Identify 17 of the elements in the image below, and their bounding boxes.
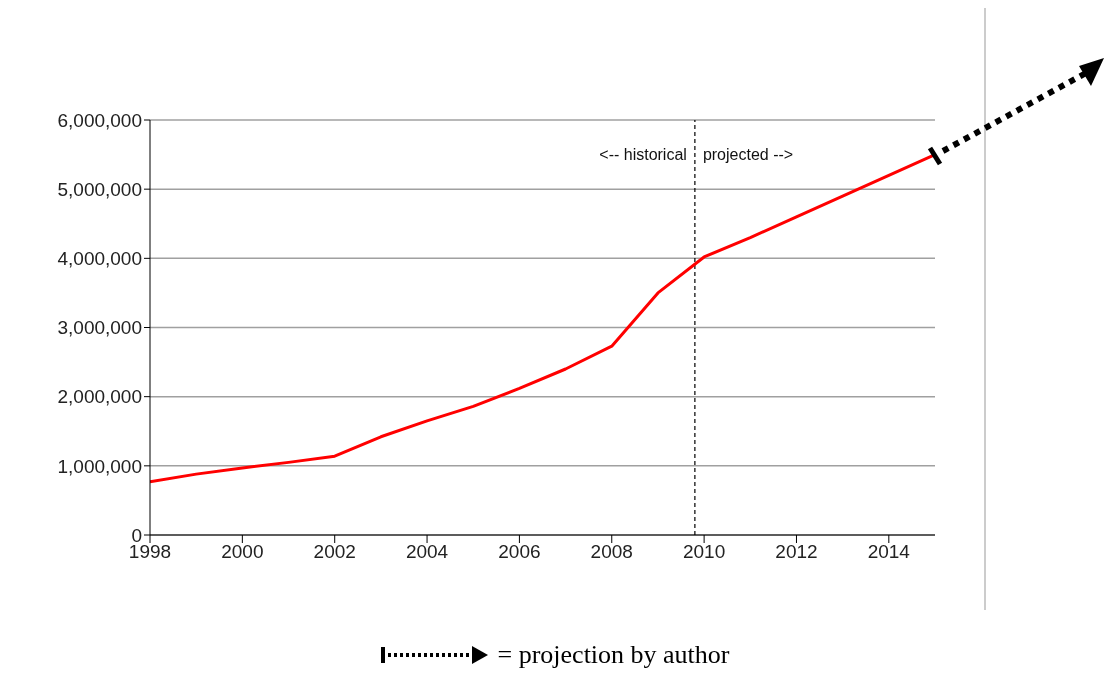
text: = projection by author — [497, 640, 730, 670]
x-tick-label: 2012 — [775, 541, 818, 563]
x-tick-label: 2014 — [867, 541, 911, 563]
y-tick-label: 3,000,000 — [57, 317, 142, 339]
x-tick-label: 2000 — [221, 541, 264, 563]
x-tick-label: 2002 — [313, 541, 356, 563]
y-tick-label: 6,000,000 — [57, 109, 142, 131]
y-tick-label: 5,000,000 — [57, 178, 142, 200]
annotation: <-- historical — [599, 146, 687, 163]
x-tick-label: 2010 — [682, 541, 726, 563]
y-tick-label: 4,000,000 — [57, 248, 142, 270]
x-tick-label: 2004 — [405, 541, 449, 563]
x-tick-label: 2008 — [590, 541, 633, 563]
x-tick-label: 2006 — [498, 541, 541, 563]
y-tick-label: 2,000,000 — [57, 386, 142, 408]
y-tick-label: 1,000,000 — [57, 455, 142, 477]
annotation: projected --> — [702, 146, 794, 163]
